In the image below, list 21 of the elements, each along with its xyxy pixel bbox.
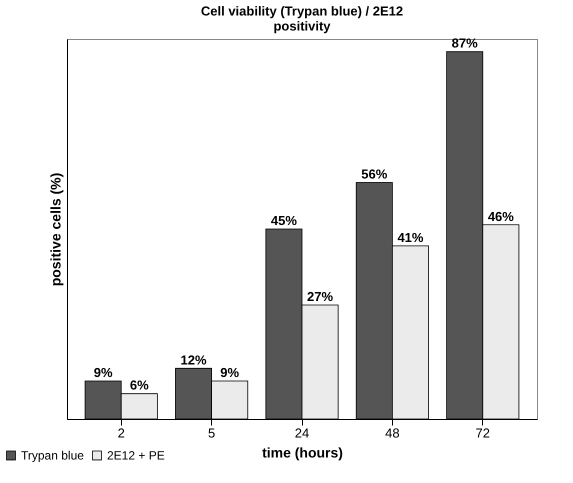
data-label: 6% — [130, 378, 150, 393]
data-label: 41% — [397, 230, 424, 245]
text: Cell viability (Trypan blue) / 2E12 — [200, 4, 404, 19]
data-label: 46% — [488, 208, 514, 224]
y-axis-title: positive cells (%) — [48, 172, 64, 286]
text: positivity — [273, 18, 331, 34]
legend-label: 2E12 + PE — [107, 448, 165, 462]
data-label: 87% — [452, 36, 478, 51]
data-label: 45% — [270, 213, 298, 228]
legend-label: Trypan blue — [21, 448, 84, 462]
data-label: 27% — [307, 289, 334, 304]
x-tick-label: 5 — [208, 426, 216, 440]
data-label: 9% — [220, 365, 240, 380]
x-axis-title: time (hours) — [262, 444, 343, 460]
x-tick-label: 48 — [385, 426, 400, 440]
data-label: 56% — [361, 166, 388, 182]
x-tick-label: 2 — [118, 426, 125, 440]
x-tick-label: 24 — [294, 426, 310, 440]
x-tick-label: 72 — [476, 426, 490, 440]
data-label: 12% — [180, 352, 207, 368]
data-label: 9% — [94, 365, 113, 380]
